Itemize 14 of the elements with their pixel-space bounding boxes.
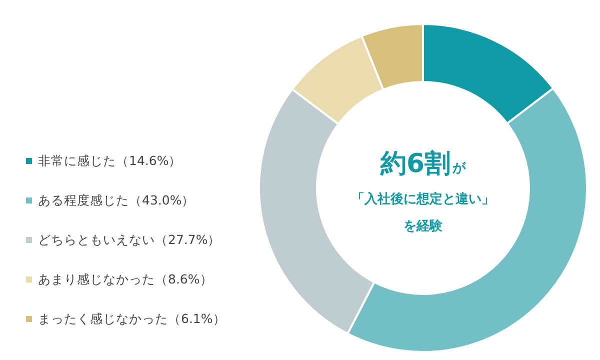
text: を経験 <box>404 219 444 234</box>
legend-label: あまり感じなかった <box>38 272 155 286</box>
legend-label: どちらともいえない <box>38 232 155 247</box>
text: 「入社後に想定と違い」 <box>352 191 494 207</box>
text: が <box>452 161 467 176</box>
text: 約6割 <box>379 149 451 179</box>
legend-label: ある程度感じた <box>38 192 129 208</box>
legend-label: まったく感じなかった <box>38 311 168 326</box>
legend-label: 非常に感じた <box>38 153 116 168</box>
data-label: （43.0%） <box>129 192 195 208</box>
data-label: （8.6%） <box>155 272 213 286</box>
data-label: （27.7%） <box>155 232 221 247</box>
data-label: （14.6%） <box>116 153 182 168</box>
data-label: （6.1%） <box>168 311 226 326</box>
